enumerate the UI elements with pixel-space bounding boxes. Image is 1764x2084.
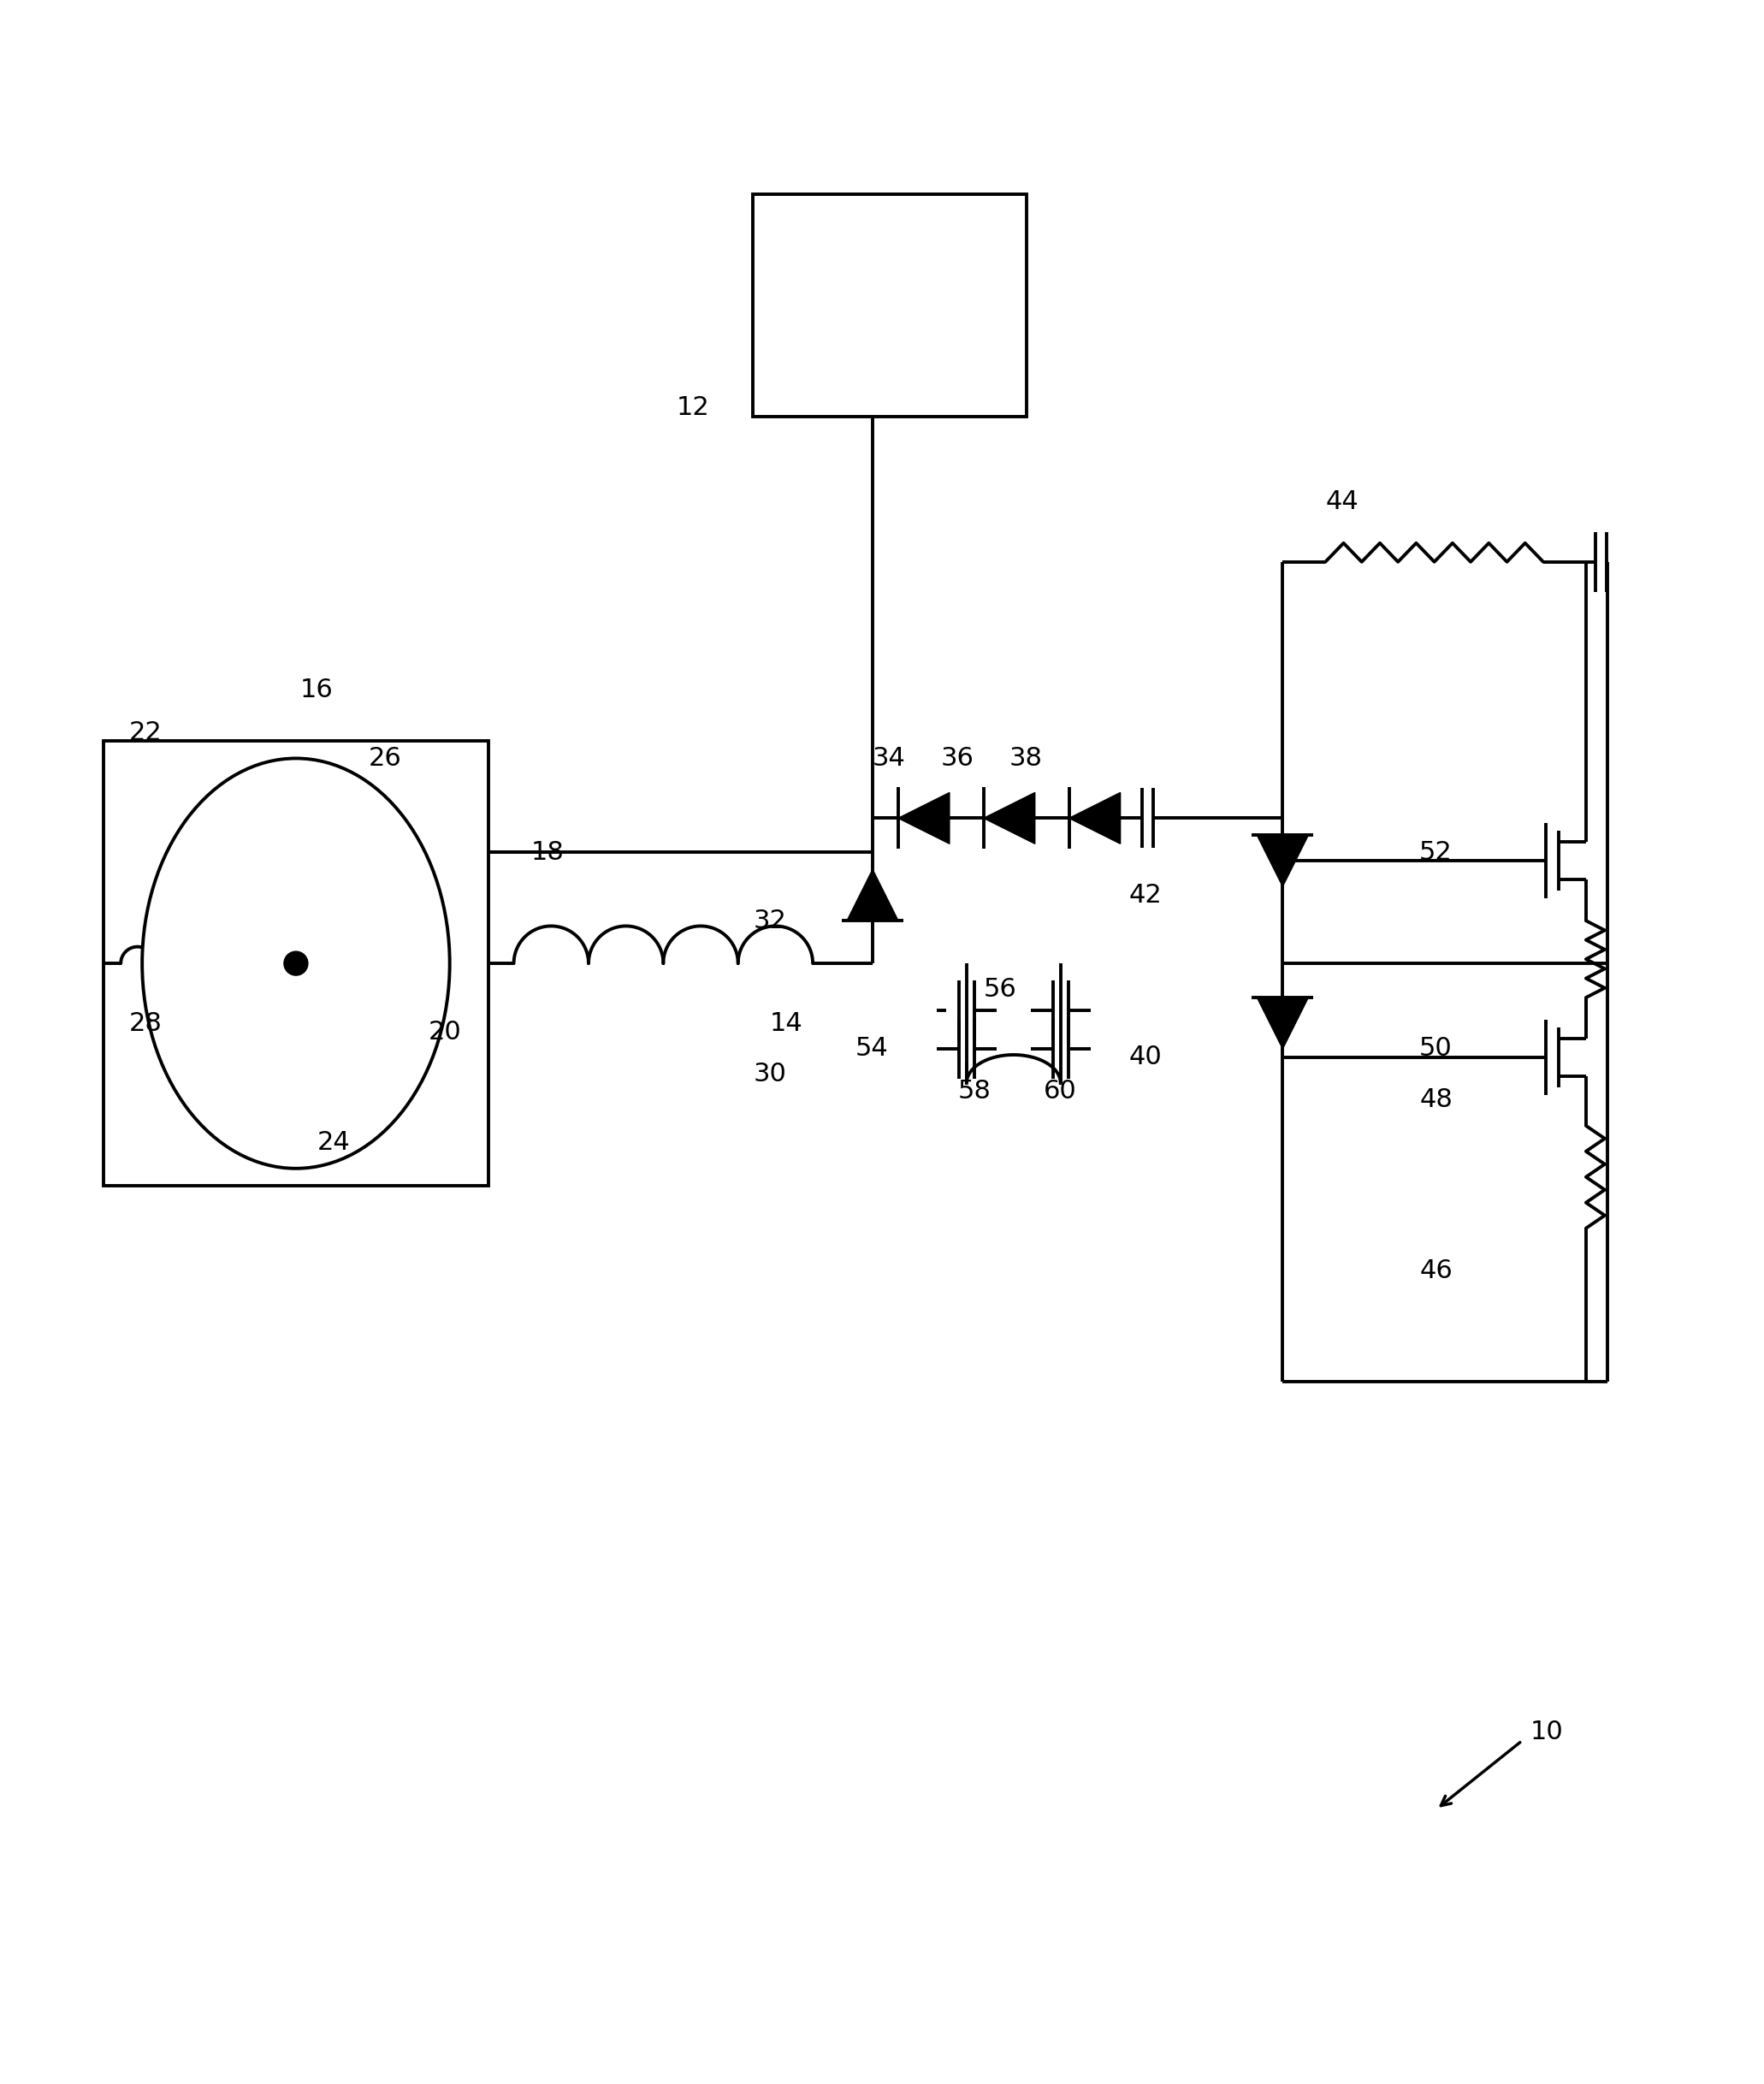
Text: 38: 38 bbox=[1009, 746, 1043, 771]
Text: 20: 20 bbox=[429, 1019, 462, 1044]
Text: 32: 32 bbox=[753, 909, 787, 934]
Text: 42: 42 bbox=[1129, 884, 1162, 907]
Text: 48: 48 bbox=[1420, 1088, 1452, 1113]
Polygon shape bbox=[847, 869, 898, 921]
Text: 28: 28 bbox=[129, 1011, 162, 1036]
Text: 46: 46 bbox=[1420, 1259, 1452, 1284]
Text: 60: 60 bbox=[1044, 1080, 1076, 1105]
Text: 10: 10 bbox=[1531, 1719, 1563, 1744]
Bar bbox=[104, 742, 489, 1186]
Polygon shape bbox=[1069, 792, 1120, 844]
Bar bbox=[753, 194, 1027, 417]
Polygon shape bbox=[898, 792, 949, 844]
Text: 54: 54 bbox=[856, 1036, 889, 1061]
Text: 40: 40 bbox=[1129, 1044, 1162, 1069]
Text: 44: 44 bbox=[1325, 490, 1358, 515]
Text: 58: 58 bbox=[958, 1080, 991, 1105]
Text: 56: 56 bbox=[984, 977, 1016, 1002]
Text: 26: 26 bbox=[369, 746, 402, 771]
Text: 34: 34 bbox=[873, 746, 907, 771]
Polygon shape bbox=[984, 792, 1035, 844]
Polygon shape bbox=[1258, 836, 1309, 886]
Text: 30: 30 bbox=[753, 1063, 787, 1088]
Text: 36: 36 bbox=[940, 746, 974, 771]
Text: 52: 52 bbox=[1420, 840, 1452, 865]
Text: 14: 14 bbox=[771, 1011, 803, 1036]
Text: 12: 12 bbox=[676, 396, 709, 421]
Ellipse shape bbox=[143, 759, 450, 1169]
Text: 16: 16 bbox=[300, 677, 333, 702]
Text: 50: 50 bbox=[1420, 1036, 1452, 1061]
Text: 18: 18 bbox=[531, 840, 564, 865]
Polygon shape bbox=[1258, 998, 1309, 1048]
Text: 22: 22 bbox=[129, 721, 162, 746]
Circle shape bbox=[284, 952, 309, 975]
Text: 24: 24 bbox=[318, 1130, 351, 1155]
